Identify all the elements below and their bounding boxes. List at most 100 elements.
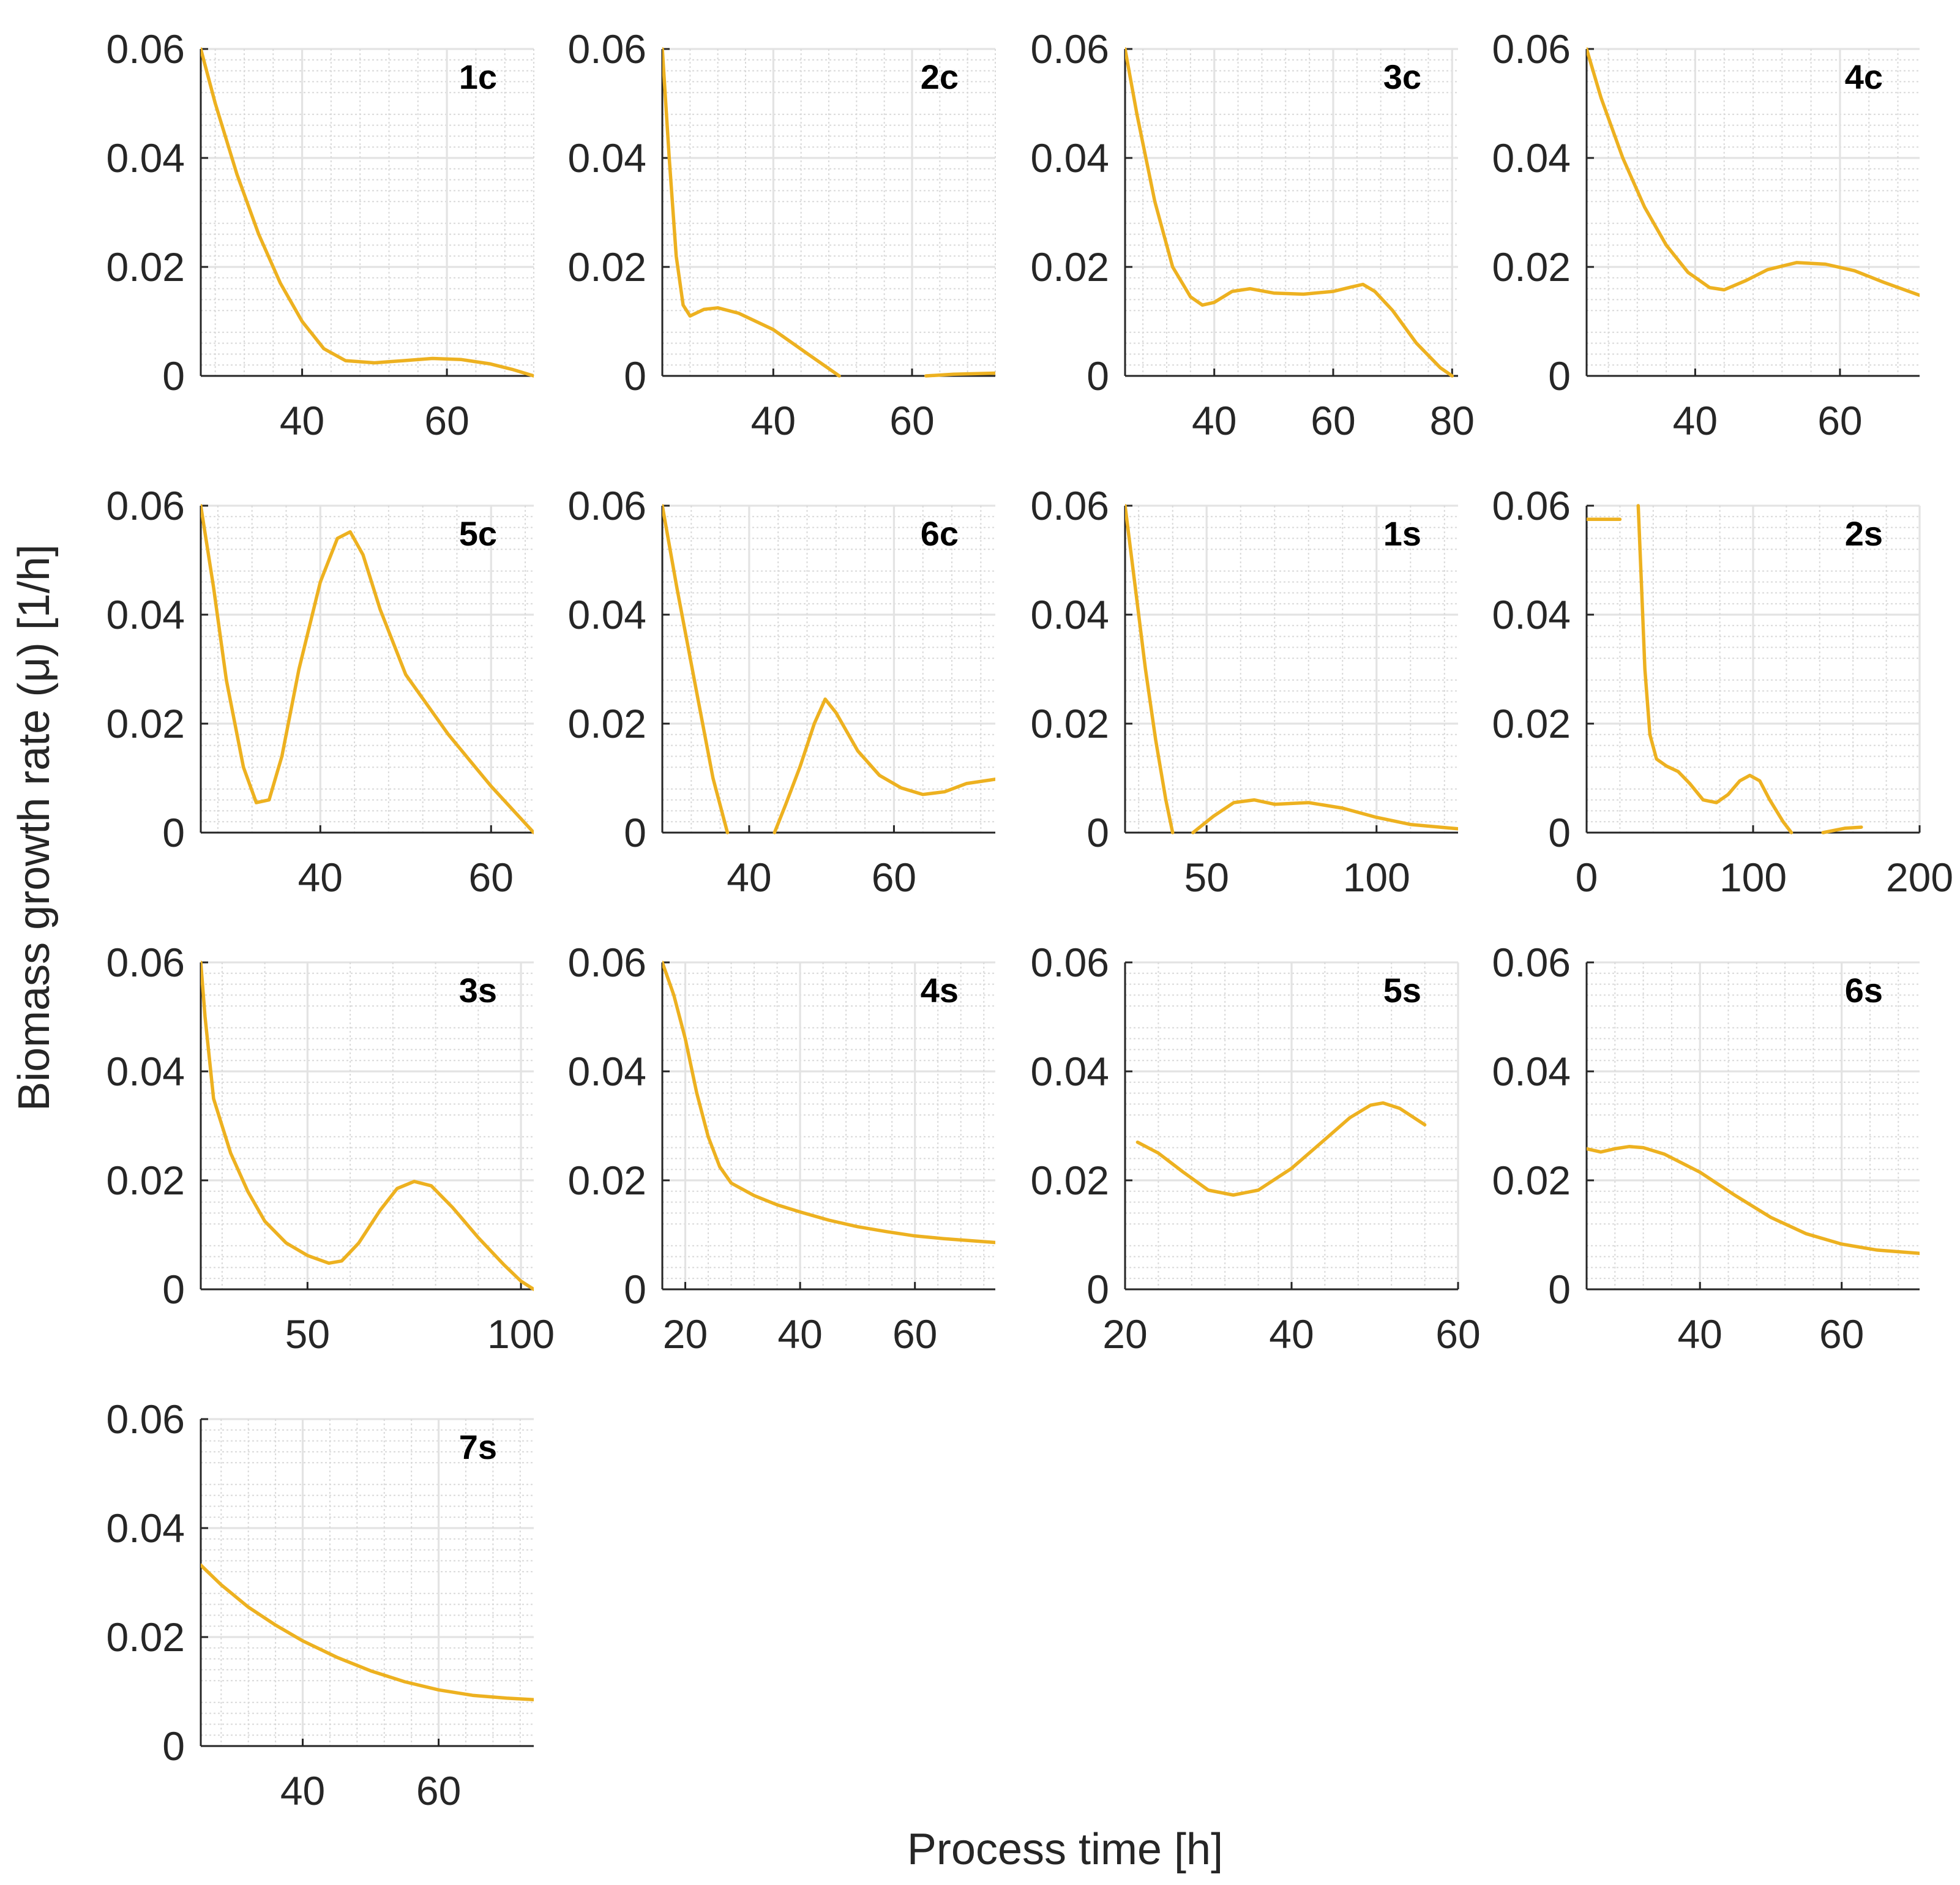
- y-tick-label: 0.06: [1492, 26, 1571, 72]
- y-tick-label: 0: [1548, 1267, 1571, 1312]
- panel-label: 6c: [921, 514, 959, 553]
- panel-2c: 0 0.02 0.04 0.06 40 60 2c: [568, 26, 996, 443]
- panel-label: 5s: [1383, 971, 1421, 1010]
- y-tick-label: 0.02: [107, 1614, 185, 1660]
- y-tick-label: 0.02: [107, 701, 185, 746]
- panel-6s: 0 0.02 0.04 0.06 40 60 6s: [1492, 940, 1920, 1357]
- series-group: [662, 961, 995, 1245]
- panel-1c: 0 0.02 0.04 0.06 40 60 1c: [107, 26, 534, 443]
- growth-rate-line: [1821, 825, 1863, 834]
- y-tick-label: 0.02: [107, 244, 185, 290]
- panel-3c: 0 0.02 0.04 0.06 40 60 80 3c: [1031, 26, 1475, 443]
- x-tick-label: 60: [416, 1768, 461, 1813]
- growth-rate-line: [1125, 47, 1454, 378]
- x-tick-label: 60: [889, 398, 934, 443]
- x-tick-label: 40: [298, 855, 343, 900]
- x-tick-label: 40: [1677, 1311, 1722, 1357]
- panel-5s: 0 0.02 0.04 0.06 20 40 60 5s: [1031, 940, 1481, 1357]
- x-tick-label: 40: [280, 1768, 325, 1813]
- y-tick-label: 0.06: [1031, 26, 1109, 72]
- x-tick-label: 60: [1435, 1311, 1480, 1357]
- growth-rate-line: [1636, 504, 1794, 834]
- growth-rate-line: [662, 47, 841, 378]
- panel-label: 5c: [459, 514, 497, 553]
- panel-4c: 0 0.02 0.04 0.06 40 60 4c: [1492, 26, 1920, 443]
- panel-label: 2c: [921, 58, 959, 96]
- series-group: [1125, 504, 1458, 834]
- x-tick-label: 60: [1817, 398, 1862, 443]
- y-tick-label: 0.04: [568, 135, 646, 181]
- y-tick-label: 0.06: [1492, 940, 1571, 985]
- y-tick-label: 0: [1548, 353, 1571, 399]
- panel-3s: 0 0.02 0.04 0.06 50 100 3s: [107, 940, 555, 1357]
- x-tick-label: 40: [751, 398, 796, 443]
- y-tick-label: 0.04: [568, 1049, 646, 1094]
- y-tick-label: 0.02: [1031, 244, 1109, 290]
- series-group: [201, 47, 534, 378]
- x-tick-label: 60: [424, 398, 469, 443]
- x-tick-label: 100: [1343, 855, 1410, 900]
- x-tick-label: 100: [1719, 855, 1787, 900]
- y-tick-label: 0.04: [1031, 592, 1109, 637]
- growth-rate-line: [772, 697, 995, 834]
- series-group: [201, 961, 534, 1291]
- y-tick-label: 0: [624, 353, 646, 399]
- growth-rate-line: [1135, 1101, 1427, 1197]
- y-tick-label: 0.04: [107, 1049, 185, 1094]
- panel-label: 7s: [459, 1428, 497, 1466]
- growth-rate-line: [662, 504, 730, 834]
- y-tick-label: 0.06: [107, 1396, 185, 1442]
- panel-label: 4c: [1845, 58, 1883, 96]
- y-tick-label: 0.04: [568, 592, 646, 637]
- x-tick-label: 20: [663, 1311, 708, 1357]
- series-group: [1125, 47, 1454, 378]
- panel-1s: 0 0.02 0.04 0.06 50 100 1s: [1031, 483, 1458, 900]
- y-tick-label: 0.02: [1492, 1158, 1571, 1203]
- y-tick-label: 0.06: [1492, 483, 1571, 528]
- y-tick-label: 0.06: [568, 940, 646, 985]
- x-tick-label: 40: [777, 1311, 822, 1357]
- series-group: [662, 504, 995, 834]
- x-tick-label: 40: [1673, 398, 1718, 443]
- x-tick-label: 40: [1192, 398, 1236, 443]
- y-tick-label: 0.06: [568, 483, 646, 528]
- y-tick-label: 0.06: [568, 26, 646, 72]
- y-tick-label: 0.04: [107, 1505, 185, 1551]
- growth-rate-line: [201, 1563, 534, 1702]
- y-tick-label: 0.06: [1031, 940, 1109, 985]
- y-tick-label: 0.04: [1031, 135, 1109, 181]
- growth-rate-line: [924, 371, 995, 378]
- x-tick-label: 0: [1576, 855, 1598, 900]
- series-group: [662, 47, 995, 378]
- growth-rate-line: [201, 504, 534, 834]
- series-group: [1135, 1101, 1427, 1197]
- x-tick-label: 50: [285, 1311, 330, 1357]
- y-tick-label: 0.04: [107, 135, 185, 181]
- x-axis-title: Process time [h]: [907, 1825, 1223, 1874]
- y-tick-label: 0: [1087, 810, 1109, 855]
- y-tick-label: 0: [1548, 810, 1571, 855]
- series-group: [1587, 504, 1863, 834]
- x-tick-label: 20: [1102, 1311, 1147, 1357]
- growth-rate-line: [1587, 47, 1920, 298]
- x-tick-label: 60: [1311, 398, 1355, 443]
- y-tick-label: 0: [624, 1267, 646, 1312]
- x-tick-label: 40: [727, 855, 771, 900]
- x-tick-label: 40: [280, 398, 324, 443]
- y-tick-label: 0.04: [107, 592, 185, 637]
- x-tick-label: 60: [892, 1311, 937, 1357]
- y-tick-label: 0.04: [1492, 592, 1571, 637]
- y-tick-label: 0.04: [1492, 1049, 1571, 1094]
- panel-label: 6s: [1845, 971, 1883, 1010]
- panel-4s: 0 0.02 0.04 0.06 20 40 60 4s: [568, 940, 995, 1357]
- panel-label: 4s: [921, 971, 959, 1010]
- y-tick-label: 0: [624, 810, 646, 855]
- y-tick-label: 0: [1087, 1267, 1109, 1312]
- y-tick-label: 0: [162, 353, 185, 399]
- panel-label: 1s: [1383, 514, 1421, 553]
- y-tick-label: 0.02: [568, 701, 646, 746]
- x-tick-label: 80: [1430, 398, 1475, 443]
- y-tick-label: 0.06: [1031, 483, 1109, 528]
